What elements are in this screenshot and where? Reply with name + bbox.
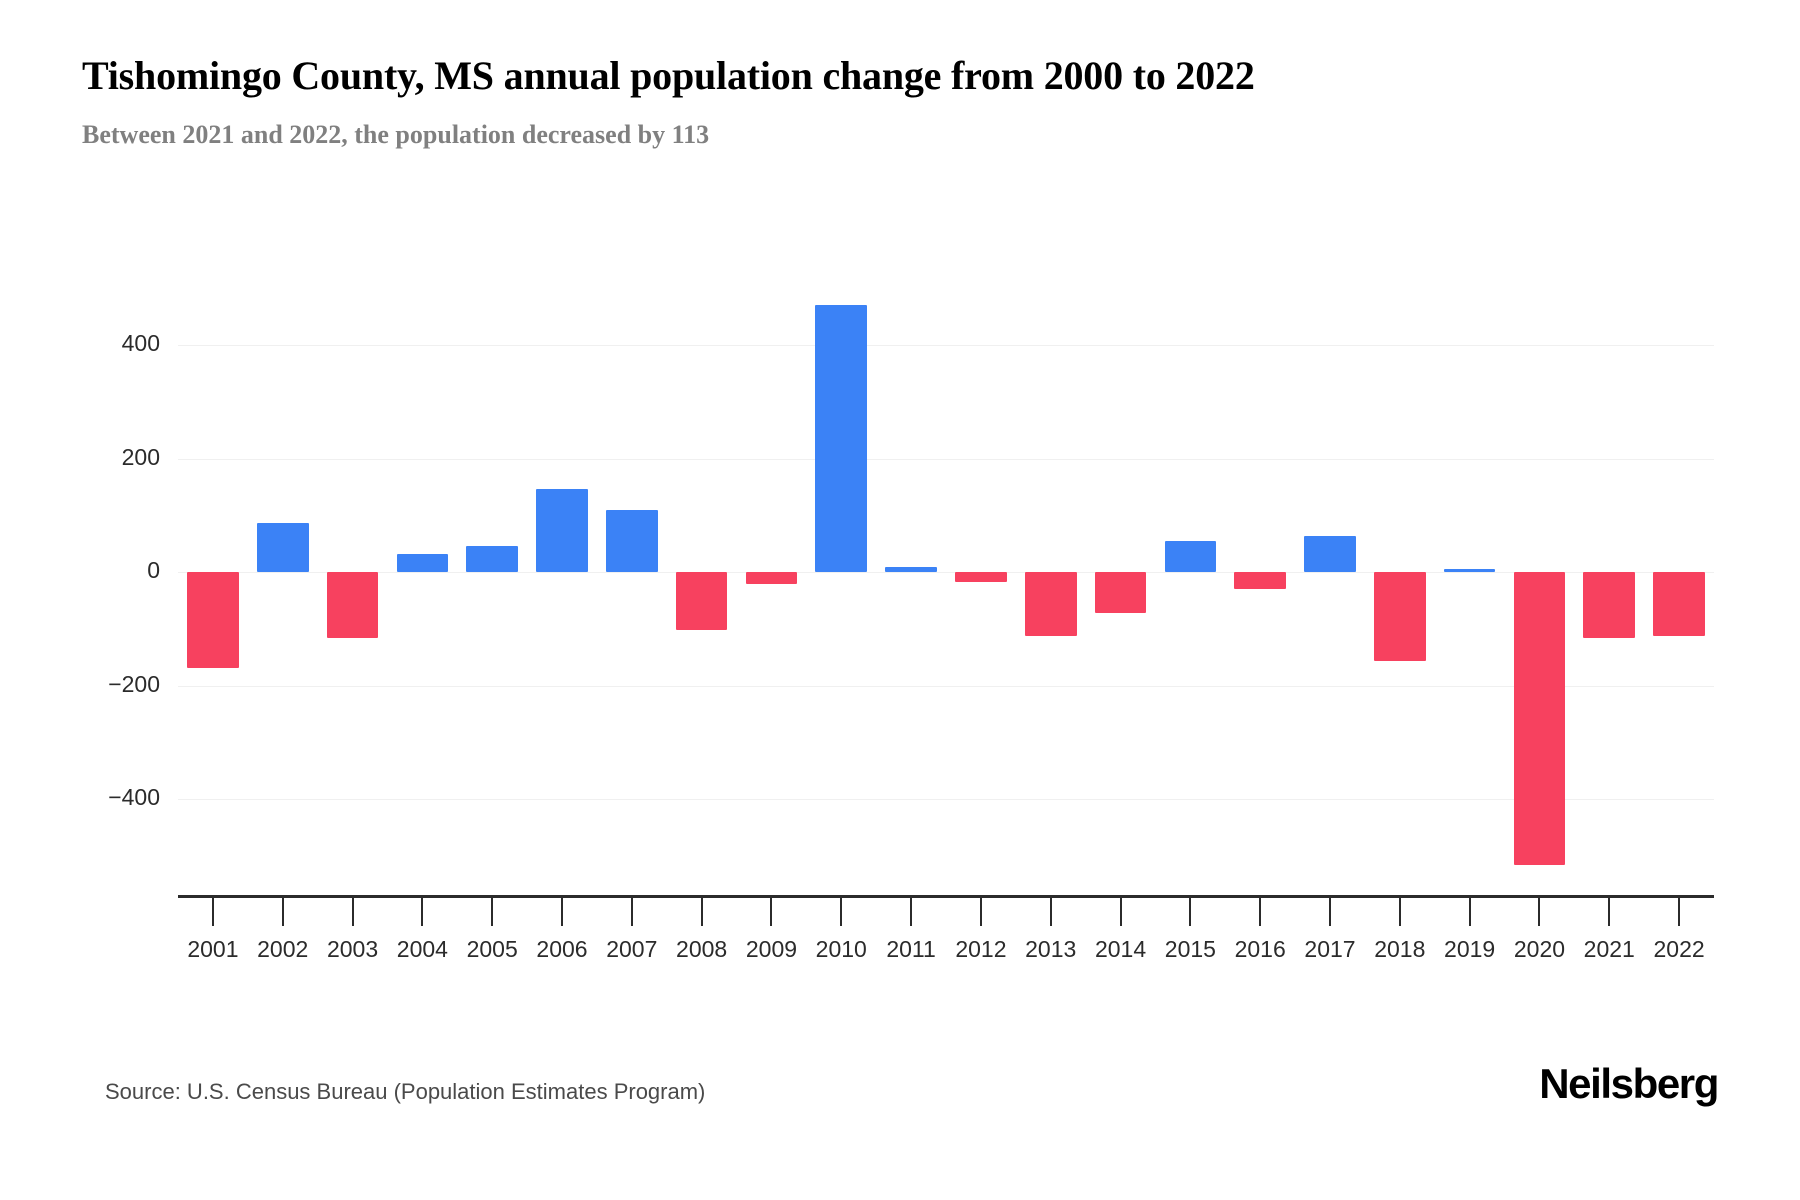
- x-axis-tick-label-2003: 2003: [326, 936, 379, 962]
- bar-2019[interactable]: [1443, 568, 1496, 572]
- gridline--200: [178, 685, 1714, 687]
- bar-2014[interactable]: [1094, 572, 1147, 614]
- x-axis-tick-2002: [281, 898, 284, 926]
- brand-logo: Neilsberg: [1539, 1060, 1719, 1107]
- x-axis-line: [178, 895, 1714, 898]
- x-axis-tick-2019: [1468, 898, 1471, 926]
- y-axis-tick-label: −200: [108, 670, 160, 697]
- y-axis-tick-label: 400: [121, 330, 160, 356]
- x-axis-tick-label-2013: 2013: [1025, 936, 1077, 962]
- x-axis-tick-label-2002: 2002: [257, 936, 309, 962]
- bar-2013[interactable]: [1024, 572, 1077, 637]
- bar-2009[interactable]: [745, 572, 798, 585]
- page-title: Tishomingo County, MS annual population …: [82, 53, 1255, 98]
- bar-2011[interactable]: [885, 567, 937, 572]
- gridline-400: [178, 345, 1714, 346]
- x-axis-tick-2020: [1538, 898, 1541, 926]
- x-axis-tick-2021: [1608, 898, 1611, 926]
- x-axis-tick-2009: [770, 898, 773, 926]
- x-axis-tick-2004: [421, 898, 424, 926]
- x-axis-tick-label-2022: 2022: [1653, 936, 1705, 962]
- y-axis-tick-label: 200: [121, 443, 160, 470]
- gridline-200: [178, 458, 1714, 460]
- bar-2018[interactable]: [1373, 572, 1426, 661]
- x-axis-tick-label-2021: 2021: [1583, 936, 1635, 962]
- x-axis-tick-2022: [1678, 898, 1681, 926]
- x-axis-tick-2012: [979, 898, 982, 926]
- x-axis-tick-label-2011: 2011: [886, 936, 936, 962]
- x-axis-tick-2006: [561, 898, 563, 926]
- x-axis-tick-label-2017: 2017: [1304, 936, 1356, 962]
- x-axis-tick-label-2019: 2019: [1444, 936, 1496, 962]
- x-axis-tick-2015: [1189, 898, 1192, 926]
- x-axis-tick-label-2008: 2008: [676, 936, 728, 962]
- bar-2021[interactable]: [1583, 572, 1636, 638]
- bar-2012[interactable]: [955, 572, 1007, 582]
- bar-2007[interactable]: [605, 509, 658, 572]
- x-axis-tick-2008: [700, 898, 703, 926]
- bar-2001[interactable]: [187, 572, 239, 669]
- gridline--400: [178, 799, 1714, 800]
- x-axis-tick-2018: [1398, 898, 1401, 926]
- x-axis-tick-label-2006: 2006: [536, 936, 588, 962]
- x-axis-tick-2003: [351, 898, 354, 926]
- x-axis-tick-label-2012: 2012: [955, 936, 1007, 962]
- bar-2020[interactable]: [1513, 572, 1566, 866]
- x-axis-tick-2010: [840, 898, 843, 926]
- bar-2002[interactable]: [256, 522, 309, 572]
- x-axis-tick-label-2005: 2005: [466, 936, 518, 962]
- x-axis-tick-label-2014: 2014: [1094, 936, 1147, 962]
- bar-2010[interactable]: [815, 305, 868, 572]
- source-note: Source: U.S. Census Bureau (Population E…: [105, 1079, 706, 1104]
- x-axis-tick-label-2018: 2018: [1374, 936, 1426, 962]
- x-axis-tick-2005: [491, 898, 494, 926]
- bar-2022[interactable]: [1653, 572, 1705, 637]
- x-axis-tick-label-2016: 2016: [1234, 936, 1286, 962]
- x-axis-tick-2017: [1329, 898, 1331, 926]
- bar-2003[interactable]: [326, 572, 379, 638]
- x-axis-tick-2016: [1259, 898, 1262, 926]
- bar-2015[interactable]: [1164, 540, 1217, 572]
- bar-2004[interactable]: [396, 553, 449, 572]
- bar-2008[interactable]: [675, 572, 728, 630]
- gridline-0: [178, 572, 1714, 573]
- x-axis-tick-label-2009: 2009: [745, 936, 798, 962]
- x-axis-tick-2011: [910, 898, 913, 926]
- bar-2006[interactable]: [536, 489, 588, 572]
- x-axis-tick-label-2015: 2015: [1164, 936, 1216, 962]
- y-axis-tick-label: 0: [147, 557, 160, 583]
- bar-2005[interactable]: [466, 546, 518, 572]
- x-axis-tick-label-2020: 2020: [1513, 936, 1566, 962]
- page-subtitle: Between 2021 and 2022, the population de…: [82, 120, 710, 149]
- x-axis-tick-label-2007: 2007: [606, 936, 658, 962]
- x-axis-tick-2014: [1119, 898, 1122, 926]
- x-axis-tick-label-2010: 2010: [815, 936, 867, 962]
- x-axis-tick-label-2001: 2001: [187, 936, 239, 962]
- x-axis-tick-2001: [211, 898, 214, 926]
- bar-2017[interactable]: [1304, 535, 1356, 572]
- y-axis-tick-label: −400: [108, 784, 160, 810]
- bar-2016[interactable]: [1234, 572, 1286, 590]
- x-axis-tick-label-2004: 2004: [396, 936, 448, 962]
- x-axis-tick-2013: [1049, 898, 1052, 926]
- x-axis-tick-2007: [630, 898, 633, 926]
